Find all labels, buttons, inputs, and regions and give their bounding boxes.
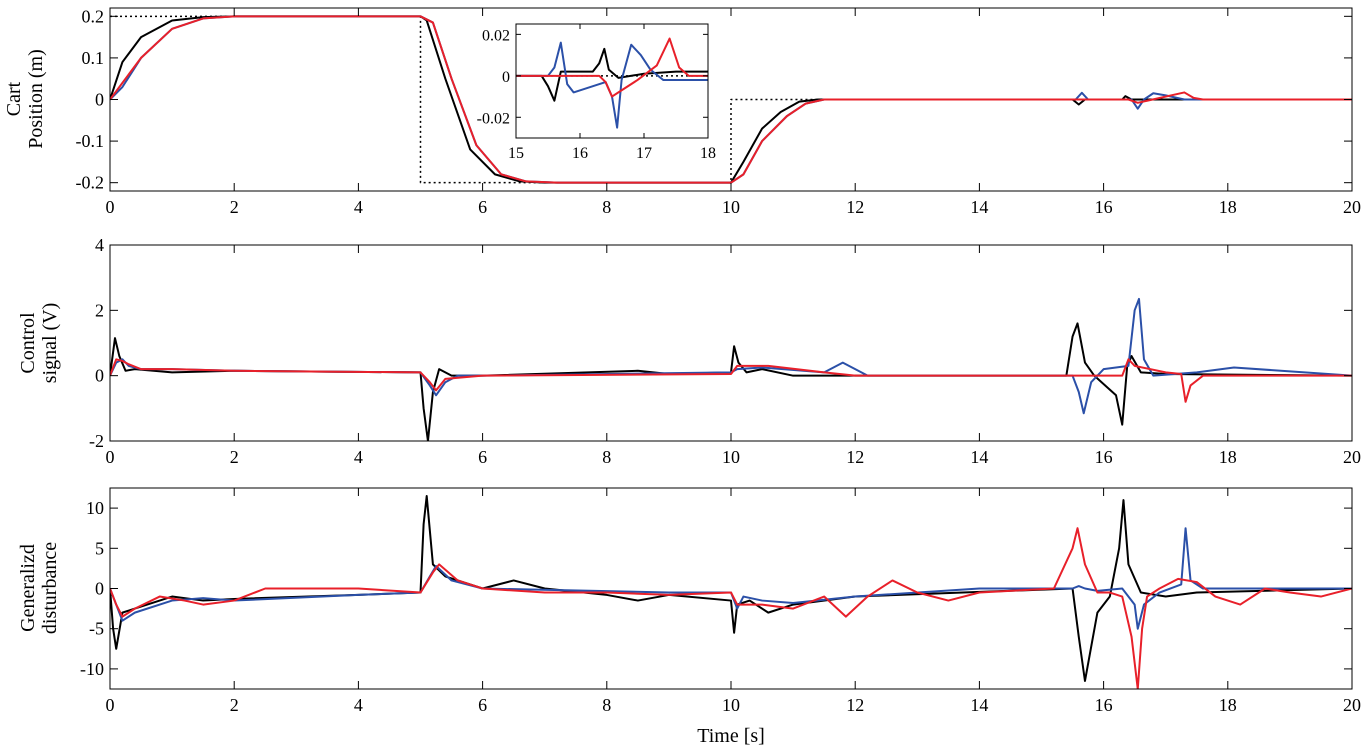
control-ytick-label: -2 <box>89 431 104 451</box>
inset-ytick-label: 0 <box>502 69 510 86</box>
control-xtick-label: 0 <box>106 447 115 467</box>
inset-axes: 15 16 17 18 -0.02 0 0.02 <box>477 24 716 162</box>
inset-xtick-label: 18 <box>700 145 716 162</box>
disturbance-series-red <box>110 527 1352 689</box>
control-xtick-label: 14 <box>970 447 988 467</box>
x-axis-label: Time [s] <box>697 725 765 747</box>
position-xtick-label: 0 <box>106 197 115 217</box>
disturbance-ytick-label: 0 <box>95 579 104 599</box>
control-xtick-label: 8 <box>602 447 611 467</box>
control-series-blue <box>110 297 1352 415</box>
position-xtick-label: 6 <box>478 197 487 217</box>
inset-plot-area <box>516 37 708 129</box>
inset-ytick-label: 0.02 <box>482 27 510 44</box>
control-axes-frame <box>109 244 1353 442</box>
disturbance-ytick-label: -10 <box>80 659 104 679</box>
disturbance-xtick-label: 12 <box>846 695 864 715</box>
disturbance-xtick-label: 14 <box>970 695 988 715</box>
position-ytick-label: -0.1 <box>76 131 105 151</box>
position-xtick-label: 10 <box>722 197 740 217</box>
position-plot-area <box>110 15 1352 184</box>
control-series-black <box>110 322 1352 441</box>
control-xtick-label: 12 <box>846 447 864 467</box>
position-xtick-label: 12 <box>846 197 864 217</box>
disturbance-plot-area <box>110 495 1352 689</box>
position-xtick-label: 2 <box>230 197 239 217</box>
position-xtick-label: 8 <box>602 197 611 217</box>
inset-background <box>516 24 708 138</box>
control-xtick-label: 20 <box>1343 447 1361 467</box>
control-plot-area <box>110 297 1352 441</box>
position-xtick-label: 14 <box>970 197 988 217</box>
inset-series-red <box>516 37 708 98</box>
control-ylabel-line2: signal (V) <box>39 303 61 384</box>
control-xtick-label: 10 <box>722 447 740 467</box>
disturbance-series-blue <box>110 527 1352 630</box>
disturbance-ytick-label: 10 <box>86 498 104 518</box>
position-ytick-label: 0 <box>95 90 104 110</box>
control-xtick-label: 18 <box>1219 447 1237 467</box>
disturbance-xtick-label: 6 <box>478 695 487 715</box>
control-ytick-label: 0 <box>95 366 104 386</box>
disturbance-xtick-label: 16 <box>1095 695 1113 715</box>
inset-axes-frame <box>515 23 709 139</box>
disturbance-ytick-label: 5 <box>95 538 104 558</box>
disturbance-panel: 0 2 4 6 8 10 12 14 16 18 20 -10 -5 0 5 10 Generalizd di… <box>17 487 1361 747</box>
position-ytick-label: 0.2 <box>82 6 105 26</box>
position-xtick-label: 4 <box>354 197 363 217</box>
disturbance-xtick-label: 2 <box>230 695 239 715</box>
position-ylabel-line1: Cart <box>3 81 25 116</box>
position-ytick-label: -0.2 <box>76 173 105 193</box>
inset-series-black <box>516 47 708 102</box>
disturbance-xtick-label: 10 <box>722 695 740 715</box>
position-ylabel-line2: Position (m) <box>25 49 47 148</box>
position-axes: 0 2 4 6 8 10 12 14 16 18 20 -0.2 -0.1 0 0.1 0.2 <box>76 6 1362 217</box>
position-series-red <box>110 15 1352 184</box>
disturbance-axes: 0 2 4 6 8 10 12 14 16 18 20 -10 -5 0 5 10 <box>80 488 1361 715</box>
inset-series-blue <box>516 41 708 129</box>
control-series-red <box>110 358 1352 403</box>
disturbance-xtick-label: 20 <box>1343 695 1361 715</box>
disturbance-xtick-label: 18 <box>1219 695 1237 715</box>
control-xtick-label: 6 <box>478 447 487 467</box>
disturbance-xtick-label: 4 <box>354 695 363 715</box>
disturbance-ytick-label: -5 <box>89 619 104 639</box>
position-inset: 15 16 17 18 -0.02 0 0.02 <box>477 23 716 162</box>
inset-ytick-label: -0.02 <box>477 110 510 127</box>
control-ytick-label: 4 <box>95 235 104 255</box>
control-xtick-label: 16 <box>1095 447 1113 467</box>
inset-xtick-label: 17 <box>636 145 652 162</box>
inset-xtick-label: 16 <box>572 145 588 162</box>
position-panel: 0 2 4 6 8 10 12 14 16 18 20 -0.2 -0.1 0 0.1 0.2 Cart Po… <box>3 6 1361 217</box>
position-ytick-label: 0.1 <box>82 48 105 68</box>
disturbance-ylabel-line2: disturbance <box>39 542 61 634</box>
disturbance-xtick-label: 8 <box>602 695 611 715</box>
control-xtick-label: 2 <box>230 447 239 467</box>
position-xtick-label: 20 <box>1343 197 1361 217</box>
disturbance-ylabel-line1: Generalizd <box>17 544 39 632</box>
control-ylabel-line1: Control <box>17 312 39 374</box>
position-xtick-label: 18 <box>1219 197 1237 217</box>
disturbance-xtick-label: 0 <box>106 695 115 715</box>
control-ytick-label: 2 <box>95 300 104 320</box>
inset-xtick-label: 15 <box>508 145 524 162</box>
position-xtick-label: 16 <box>1095 197 1113 217</box>
control-xtick-label: 4 <box>354 447 363 467</box>
